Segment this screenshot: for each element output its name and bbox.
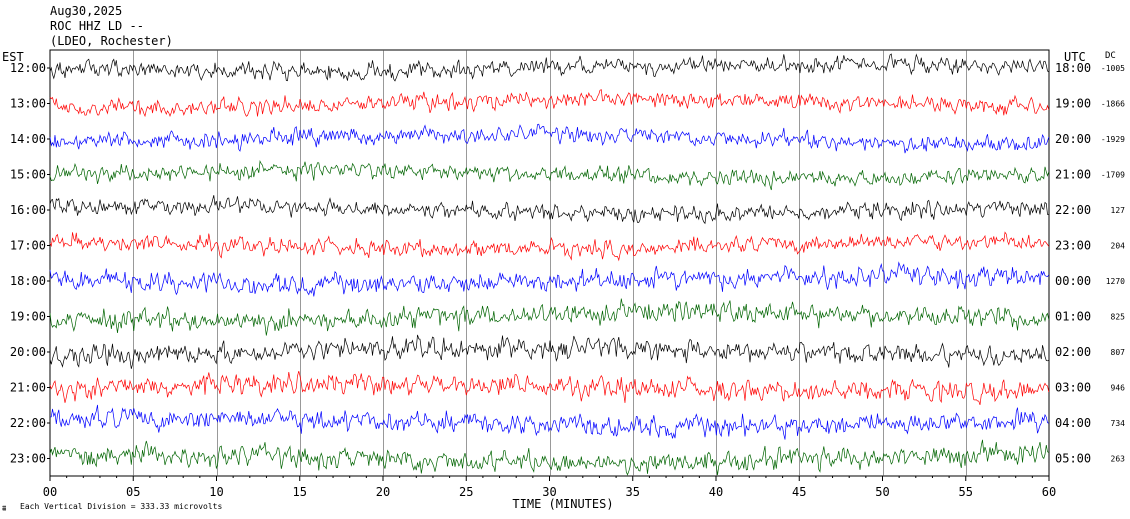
x-tick-label: 50 (875, 485, 889, 499)
x-tick-label: 40 (709, 485, 723, 499)
utc-tick-label: 05:00 (1055, 452, 1091, 466)
x-tick-label: 35 (626, 485, 640, 499)
dc-offset-label: 263 (1111, 455, 1126, 464)
x-tick-label: 30 (542, 485, 556, 499)
est-tick-label: 17:00 (10, 239, 46, 253)
utc-tick-label: 23:00 (1055, 239, 1091, 253)
utc-tick-label: 02:00 (1055, 345, 1091, 359)
est-tick-label: 13:00 (10, 97, 46, 111)
utc-tick-label: 04:00 (1055, 416, 1091, 430)
network-name: (LDEO, Rochester) (50, 34, 173, 48)
dc-offset-label: 204 (1111, 242, 1126, 251)
est-tick-label: 12:00 (10, 61, 46, 75)
trace-1300 (49, 89, 1050, 118)
dc-offset-label: 127 (1111, 206, 1126, 215)
est-tick-label: 15:00 (10, 168, 46, 182)
utc-tick-label: 22:00 (1055, 203, 1091, 217)
dc-axis-label: DC (1105, 51, 1116, 61)
utc-axis-label: UTC (1064, 50, 1086, 64)
est-tick-label: 19:00 (10, 310, 46, 324)
dc-offset-label: -1866 (1101, 100, 1125, 109)
est-tick-label: 20:00 (10, 345, 46, 359)
trace-1400 (49, 123, 1050, 154)
scale-note: Each Vertical Division = 333.33 microvol… (20, 502, 222, 511)
x-tick-label: 00 (43, 485, 57, 499)
trace-2000 (49, 334, 1049, 369)
station-code: ROC HHZ LD -- (50, 19, 144, 33)
dc-offset-label: 946 (1111, 384, 1126, 393)
est-axis-label: EST (2, 50, 24, 64)
dc-offset-label: 807 (1111, 348, 1126, 357)
trace-1600 (49, 195, 1049, 225)
est-tick-label: 18:00 (10, 274, 46, 288)
dc-offset-label: -1709 (1101, 171, 1125, 180)
x-tick-label: 05 (126, 485, 140, 499)
utc-tick-label: 03:00 (1055, 381, 1091, 395)
trace-2300 (49, 439, 1049, 476)
utc-tick-label: 18:00 (1055, 61, 1091, 75)
est-tick-label: 21:00 (10, 381, 46, 395)
trace-1700 (49, 231, 1050, 262)
dc-offset-label: 1270 (1106, 277, 1125, 286)
utc-tick-label: 00:00 (1055, 274, 1091, 288)
dc-offset-label: 734 (1111, 419, 1126, 428)
x-tick-label: 60 (1042, 485, 1056, 499)
dc-offset-label: -1929 (1101, 135, 1125, 144)
trace-1500 (49, 159, 1050, 191)
trace-2200 (49, 404, 1049, 440)
dc-offset-label: 825 (1111, 313, 1126, 322)
x-tick-label: 45 (792, 485, 806, 499)
x-tick-label: 10 (209, 485, 223, 499)
trace-1800 (49, 261, 1050, 297)
trace-1900 (49, 298, 1050, 336)
x-tick-label: 55 (959, 485, 973, 499)
utc-tick-label: 20:00 (1055, 132, 1091, 146)
utc-tick-label: 01:00 (1055, 310, 1091, 324)
x-tick-label: 25 (459, 485, 473, 499)
utc-tick-label: 21:00 (1055, 168, 1091, 182)
utc-tick-label: 19:00 (1055, 97, 1091, 111)
scale-note-marker-icon: ⩩ (2, 504, 7, 513)
dc-offset-label: -1005 (1101, 64, 1125, 73)
trace-1200 (49, 53, 1050, 82)
est-tick-label: 14:00 (10, 132, 46, 146)
x-tick-label: 20 (376, 485, 390, 499)
est-tick-label: 22:00 (10, 416, 46, 430)
trace-2100 (49, 371, 1050, 406)
est-tick-label: 16:00 (10, 203, 46, 217)
est-tick-label: 23:00 (10, 452, 46, 466)
plot-date: Aug30,2025 (50, 4, 123, 18)
x-tick-label: 15 (293, 485, 307, 499)
x-axis-title: TIME (MINUTES) (512, 497, 613, 511)
